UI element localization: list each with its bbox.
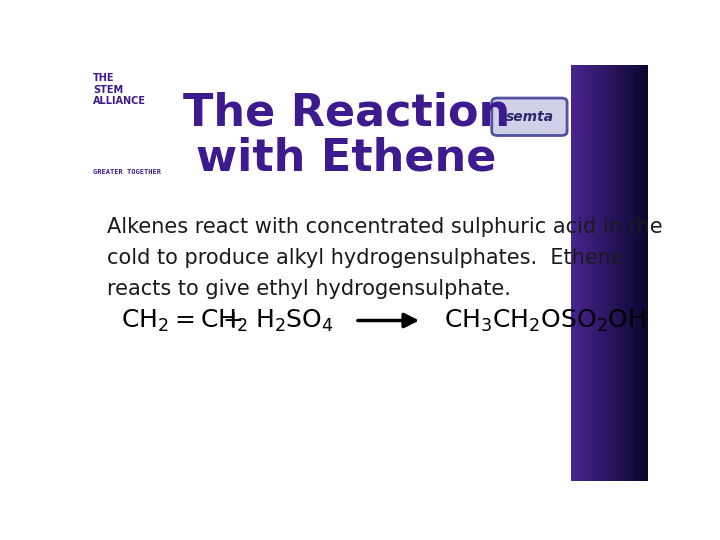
Text: THE
STEM
ALLIANCE: THE STEM ALLIANCE: [93, 73, 145, 106]
Bar: [636, 65, 639, 481]
Bar: [633, 65, 635, 481]
Bar: [586, 65, 589, 481]
Text: reacts to give ethyl hydrogensulphate.: reacts to give ethyl hydrogensulphate.: [107, 279, 510, 299]
Text: $\mathregular{H_2SO_4}$: $\mathregular{H_2SO_4}$: [255, 307, 333, 334]
Bar: [635, 65, 638, 481]
Bar: [629, 65, 631, 481]
Bar: [620, 65, 622, 481]
Bar: [611, 65, 613, 481]
Bar: [599, 65, 602, 481]
Bar: [621, 65, 624, 481]
Bar: [612, 65, 614, 481]
Bar: [600, 65, 603, 481]
Bar: [579, 65, 581, 481]
Bar: [643, 65, 645, 481]
Bar: [602, 65, 604, 481]
Bar: [640, 65, 643, 481]
Bar: [626, 65, 629, 481]
Text: GREATER TOGETHER: GREATER TOGETHER: [93, 168, 161, 175]
Bar: [645, 65, 648, 481]
Bar: [581, 65, 584, 481]
Bar: [608, 65, 611, 481]
Bar: [585, 65, 588, 481]
Bar: [593, 65, 595, 481]
Bar: [572, 65, 575, 481]
Bar: [588, 65, 590, 481]
Bar: [580, 65, 582, 481]
Bar: [592, 65, 594, 481]
FancyBboxPatch shape: [492, 98, 567, 136]
Bar: [574, 65, 576, 481]
Bar: [571, 65, 573, 481]
Text: $\mathregular{CH_2{=}CH_2}$: $\mathregular{CH_2{=}CH_2}$: [121, 307, 248, 334]
Bar: [603, 65, 606, 481]
Text: semta: semta: [505, 110, 554, 124]
Bar: [595, 65, 598, 481]
Bar: [638, 65, 640, 481]
Bar: [589, 65, 591, 481]
Text: The Reaction: The Reaction: [183, 91, 510, 134]
Bar: [582, 65, 585, 481]
Text: Alkenes react with concentrated sulphuric acid in the: Alkenes react with concentrated sulphuri…: [107, 217, 662, 237]
Bar: [642, 65, 644, 481]
Bar: [575, 65, 577, 481]
Bar: [622, 65, 625, 481]
Bar: [606, 65, 608, 481]
Bar: [584, 65, 586, 481]
Bar: [613, 65, 616, 481]
Bar: [631, 65, 634, 481]
Bar: [639, 65, 642, 481]
Text: cold to produce alkyl hydrogensulphates.  Ethene: cold to produce alkyl hydrogensulphates.…: [107, 248, 624, 268]
Bar: [617, 65, 620, 481]
Text: $\mathregular{CH_3CH_2OSO_2OH}$: $\mathregular{CH_3CH_2OSO_2OH}$: [444, 307, 647, 334]
Bar: [590, 65, 593, 481]
Bar: [615, 65, 617, 481]
Bar: [607, 65, 609, 481]
Bar: [610, 65, 612, 481]
Bar: [594, 65, 596, 481]
Text: $+$: $+$: [222, 308, 243, 333]
Bar: [634, 65, 636, 481]
Bar: [604, 65, 607, 481]
Bar: [624, 65, 626, 481]
Bar: [627, 65, 630, 481]
Bar: [597, 65, 599, 481]
Bar: [577, 65, 580, 481]
Bar: [618, 65, 621, 481]
Text: with Ethene: with Ethene: [197, 137, 497, 180]
Bar: [576, 65, 579, 481]
Bar: [644, 65, 647, 481]
Bar: [616, 65, 618, 481]
Bar: [625, 65, 627, 481]
Bar: [647, 65, 649, 481]
Bar: [598, 65, 600, 481]
Bar: [630, 65, 632, 481]
